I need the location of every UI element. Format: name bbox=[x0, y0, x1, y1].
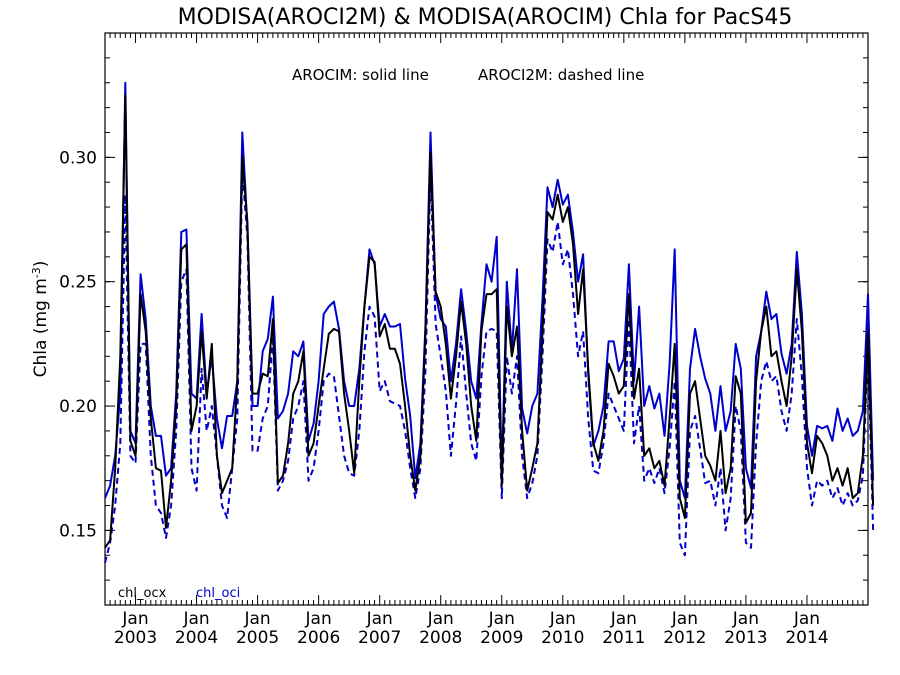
plot-area: 0.150.200.250.30 Jan2003Jan2004Jan2005Ja… bbox=[59, 32, 875, 648]
y-axis-label-close: ) bbox=[31, 261, 51, 268]
x-tick-label-month: Jan bbox=[488, 609, 515, 629]
series-line-chl-ocx-solid bbox=[104, 94, 875, 549]
x-tick-label-month: Jan bbox=[366, 609, 393, 629]
chart-title: MODISA(AROCI2M) & MODISA(AROCIM) Chla fo… bbox=[178, 5, 793, 30]
x-tick-label-month: Jan bbox=[549, 609, 576, 629]
x-tick-label-month: Jan bbox=[793, 609, 820, 629]
legend: chl_ocx chl_oci bbox=[118, 586, 240, 601]
y-tick-label: 0.30 bbox=[59, 148, 97, 168]
x-tick-label-month: Jan bbox=[732, 609, 759, 629]
y-axis-label-sup: -3 bbox=[30, 267, 43, 278]
x-tick-label-year: 2008 bbox=[419, 628, 462, 648]
x-axis-ticks: Jan2003Jan2004Jan2005Jan2006Jan2007Jan20… bbox=[104, 33, 869, 648]
x-tick-label-month: Jan bbox=[182, 609, 209, 629]
y-tick-label: 0.25 bbox=[59, 273, 97, 293]
x-tick-label-year: 2010 bbox=[541, 628, 584, 648]
y-axis-label-text: Chla (mg m bbox=[31, 278, 51, 377]
x-tick-label-year: 2004 bbox=[175, 628, 218, 648]
x-tick-label-year: 2012 bbox=[663, 628, 706, 648]
y-tick-label: 0.15 bbox=[59, 521, 97, 541]
legend-item-chl-oci: chl_oci bbox=[196, 586, 240, 601]
x-tick-label-month: Jan bbox=[305, 609, 332, 629]
x-tick-label-month: Jan bbox=[671, 609, 698, 629]
y-tick-label: 0.20 bbox=[59, 397, 97, 417]
x-tick-label-year: 2007 bbox=[358, 628, 401, 648]
annotation-solid: AROCIM: solid line bbox=[292, 66, 429, 84]
x-tick-label-year: 2013 bbox=[724, 628, 767, 648]
x-tick-label-month: Jan bbox=[610, 609, 637, 629]
legend-item-chl-ocx: chl_ocx bbox=[118, 586, 167, 601]
x-tick-label-month: Jan bbox=[243, 609, 270, 629]
series-line-chl-oci-solid bbox=[104, 81, 875, 500]
x-tick-label-year: 2014 bbox=[785, 628, 828, 648]
x-tick-label-year: 2011 bbox=[602, 628, 645, 648]
x-tick-label-month: Jan bbox=[121, 609, 148, 629]
series-layer bbox=[104, 81, 875, 563]
y-axis-label: Chla (mg m-3) bbox=[30, 261, 51, 378]
x-tick-label-year: 2003 bbox=[114, 628, 157, 648]
x-tick-label-year: 2005 bbox=[236, 628, 279, 648]
annotation-dashed: AROCI2M: dashed line bbox=[478, 66, 644, 84]
x-tick-label-year: 2006 bbox=[297, 628, 340, 648]
x-tick-label-month: Jan bbox=[427, 609, 454, 629]
y-axis-ticks: 0.15 0.20 0.25 0.30 bbox=[59, 32, 868, 581]
x-tick-label-year: 2009 bbox=[480, 628, 523, 648]
